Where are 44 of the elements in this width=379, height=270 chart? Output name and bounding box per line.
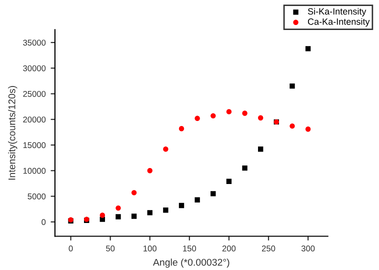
x-axis-title: Angle (*0.00032°) [152,258,230,268]
point [226,109,232,114]
point [147,168,152,174]
x-tick-label: 250 [262,246,276,252]
y-tick-label: 10000 [23,168,46,174]
x-tick-label: 0 [68,246,73,252]
x-tick-label: 300 [301,246,315,252]
point [210,113,216,118]
y-axis-title: Intensity(counts/120s) [8,86,18,180]
point [242,165,248,171]
point [100,212,106,218]
y-tick-label: 5000 [28,193,46,200]
point [163,208,168,213]
point [226,178,232,184]
point [178,202,184,208]
point [116,205,121,211]
point [305,46,311,52]
y-tick-label: 20000 [23,116,46,122]
point [305,126,311,132]
point [210,191,216,196]
y-tick-label: 35000 [23,40,46,46]
point [290,123,295,129]
point [131,214,137,219]
point [163,146,168,152]
point [178,126,184,132]
legend-label: Si-Ka-Intensity [308,8,366,16]
point [242,110,248,116]
point [290,83,295,89]
y-tick-label: 15000 [23,142,46,148]
x-tick-label: 50 [106,246,115,252]
point [131,190,137,196]
point [116,214,121,220]
point [194,197,200,202]
x-tick-label: 100 [144,246,156,252]
point [194,116,200,121]
y-tick-label: 25000 [23,90,46,97]
x-tick-label: 150 [183,246,196,252]
x-tick-label: 200 [222,246,236,252]
y-tick-label: 0 [42,219,46,225]
point [258,146,264,152]
point [147,210,152,216]
y-tick-label: 30000 [23,65,46,72]
legend-label: Ca-Ka-Intensity [308,18,370,27]
point [258,115,264,120]
